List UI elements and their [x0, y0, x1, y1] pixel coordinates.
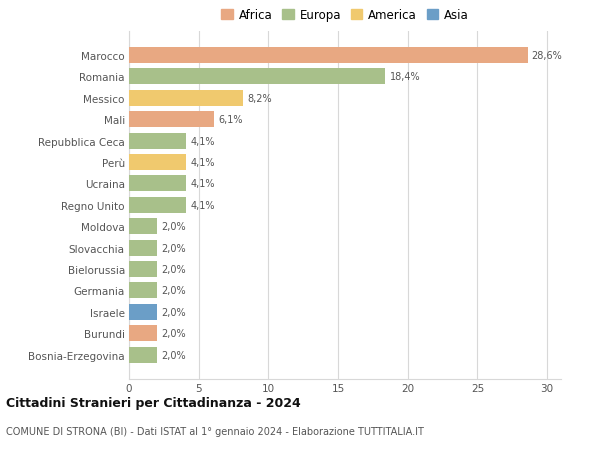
Bar	[129, 347, 157, 363]
Text: 2,0%: 2,0%	[161, 286, 185, 296]
Text: 18,4%: 18,4%	[389, 72, 420, 82]
Bar	[129, 48, 527, 64]
Bar	[129, 197, 186, 213]
Bar	[129, 325, 157, 341]
Text: Cittadini Stranieri per Cittadinanza - 2024: Cittadini Stranieri per Cittadinanza - 2…	[6, 396, 301, 409]
Bar	[129, 240, 157, 256]
Text: 2,0%: 2,0%	[161, 350, 185, 360]
Text: 2,0%: 2,0%	[161, 243, 185, 253]
Text: 2,0%: 2,0%	[161, 307, 185, 317]
Bar	[129, 133, 186, 149]
Text: 4,1%: 4,1%	[190, 179, 215, 189]
Text: 2,0%: 2,0%	[161, 329, 185, 339]
Text: 2,0%: 2,0%	[161, 264, 185, 274]
Bar	[129, 283, 157, 299]
Bar	[129, 155, 186, 171]
Bar	[129, 176, 186, 192]
Text: 2,0%: 2,0%	[161, 222, 185, 232]
Bar	[129, 69, 385, 85]
Text: COMUNE DI STRONA (BI) - Dati ISTAT al 1° gennaio 2024 - Elaborazione TUTTITALIA.: COMUNE DI STRONA (BI) - Dati ISTAT al 1°…	[6, 426, 424, 436]
Bar	[129, 262, 157, 278]
Text: 4,1%: 4,1%	[190, 201, 215, 210]
Text: 28,6%: 28,6%	[532, 51, 562, 61]
Text: 6,1%: 6,1%	[218, 115, 242, 125]
Text: 4,1%: 4,1%	[190, 158, 215, 168]
Bar	[129, 304, 157, 320]
Legend: Africa, Europa, America, Asia: Africa, Europa, America, Asia	[218, 7, 472, 24]
Text: 8,2%: 8,2%	[247, 94, 272, 104]
Bar	[129, 112, 214, 128]
Bar	[129, 90, 243, 106]
Text: 4,1%: 4,1%	[190, 136, 215, 146]
Bar	[129, 219, 157, 235]
